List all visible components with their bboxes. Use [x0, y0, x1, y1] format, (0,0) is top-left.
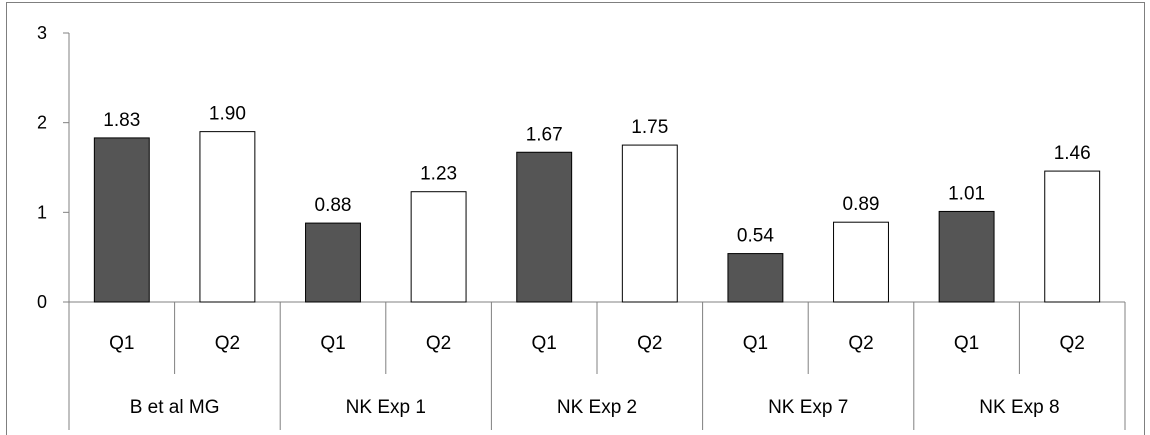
data-label: 0.54 — [737, 226, 774, 247]
data-label: 1.75 — [631, 117, 668, 138]
group-label: NK Exp 7 — [768, 397, 848, 418]
y-tick-label: 1 — [37, 202, 47, 222]
category-label: Q1 — [320, 333, 345, 354]
bar-q2 — [199, 131, 256, 303]
data-label: 1.83 — [103, 110, 140, 131]
bar-q2 — [621, 144, 678, 303]
data-labels: 1.83 Q1 1.90 Q2 0.88 Q1 1.23 Q2 1.67 Q1 1.75 Q2 0.54… — [103, 104, 1090, 418]
group-label: NK Exp 1 — [346, 397, 426, 418]
bar-q1 — [93, 137, 150, 303]
bars — [93, 131, 1101, 303]
category-label: Q1 — [954, 333, 979, 354]
category-label: Q2 — [1060, 333, 1085, 354]
category-label: Q2 — [426, 333, 451, 354]
data-label: 1.01 — [948, 183, 985, 204]
data-label: 1.46 — [1054, 143, 1091, 164]
y-tick-label: 2 — [37, 113, 47, 133]
data-label: 0.89 — [843, 194, 880, 215]
group-label: B et al MG — [130, 397, 220, 418]
category-label: Q1 — [743, 333, 768, 354]
y-tick-label: 0 — [37, 292, 47, 312]
data-label: 1.67 — [526, 124, 563, 145]
category-label: Q1 — [109, 333, 134, 354]
category-label: Q2 — [848, 333, 873, 354]
data-label: 0.88 — [315, 195, 352, 216]
y-tick-label: 3 — [37, 23, 47, 43]
bar-q1 — [938, 210, 995, 303]
bar-q2 — [410, 191, 467, 303]
bar-q1 — [305, 222, 361, 303]
bar-q1 — [516, 151, 573, 303]
category-label: Q2 — [215, 333, 240, 354]
bar-q1 — [727, 253, 784, 303]
data-label: 1.23 — [420, 164, 457, 185]
bar-q2 — [1044, 170, 1101, 303]
category-label: Q1 — [532, 333, 557, 354]
category-label: Q2 — [637, 333, 662, 354]
group-label: NK Exp 8 — [979, 397, 1059, 418]
data-label: 1.90 — [209, 104, 246, 125]
bar-q2 — [833, 221, 889, 303]
group-label: NK Exp 2 — [557, 397, 637, 418]
